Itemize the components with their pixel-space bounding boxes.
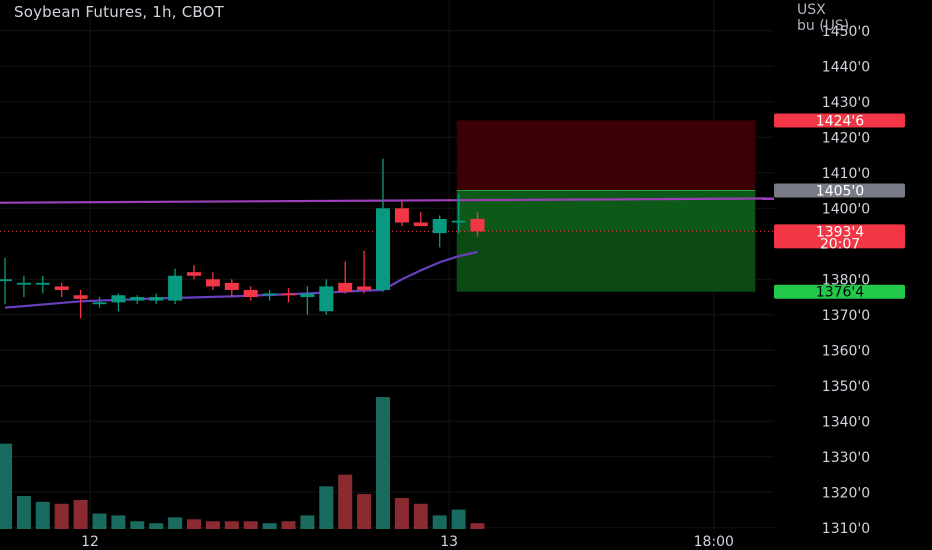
price-label-text: 1376'4 [816,285,864,301]
currency-label: USX [797,2,826,18]
volume-bar [300,515,315,529]
price-tick-label: 1320'0 [822,485,870,501]
candle-body [262,293,277,296]
price-tick-label: 1370'0 [822,308,870,324]
price-tick-label: 1350'0 [822,379,870,395]
candle-body [16,282,31,285]
volume-bar [35,501,50,529]
chart-title: Soybean Futures, 1h, CBOT [14,3,224,21]
price-tick-label: 1360'0 [822,343,870,359]
price-tick-label: 1310'0 [822,521,870,537]
countdown-label: 20:07 [820,236,860,252]
volume-bar [205,521,220,529]
time-axis-label: 18:00 [694,534,734,550]
price-tick-label: 1420'0 [822,130,870,146]
price-tick-label: 1410'0 [822,166,870,182]
candle-body [35,282,50,285]
volume-bar [451,509,466,529]
volume-bar [92,513,107,529]
price-tick-label: 1400'0 [822,201,870,217]
candle-body [205,279,220,287]
volume-bar [394,497,409,529]
candle-body [281,293,296,296]
price-label-badge [774,113,905,128]
volume-bar [54,503,69,529]
price-label-badge [774,224,905,249]
volume-bar [187,519,201,529]
candle-body [432,218,447,234]
price-label-text: 1405'0 [816,184,864,200]
candle-body [413,222,428,227]
price-tick-label: 1450'0 [822,24,870,40]
candle-body [149,297,164,301]
volume-bar [413,503,428,529]
unit-label: bu (US) [797,18,850,34]
volume-bar [338,474,353,529]
volume-bar [16,496,31,529]
candle-body [470,218,485,232]
volume-bar [149,523,164,529]
candle-body [451,220,466,223]
candle-body [243,289,258,298]
time-axis-label: 13 [440,534,458,550]
time-axis-label: 12 [81,534,99,550]
candle-body [92,302,107,305]
candle-body [300,293,315,298]
take-profit-zone[interactable] [456,231,756,292]
volume-bar [262,523,277,529]
currency-unit: USX bu (US) [797,2,849,34]
candle-body [338,282,353,292]
volume-bar [376,397,390,529]
volume-bar [168,517,183,529]
candle-body [319,286,334,312]
candle-body [168,275,183,301]
volume-bar [130,521,145,529]
candle-body [376,208,390,290]
stop-loss-zone[interactable] [456,120,756,191]
price-tick-label: 1380'0 [822,272,870,288]
candle-body [111,295,126,303]
volume-bar [357,494,372,529]
price-label-badge [774,284,905,299]
candle-body [394,208,409,223]
volume-bar [0,443,12,529]
price-label-text: 1424'6 [816,113,864,129]
candle-body [130,297,145,301]
horizontal-line-drawing[interactable] [0,197,775,204]
volume-bar [470,523,485,529]
volume-bar [432,515,447,529]
price-tick-label: 1440'0 [822,59,870,75]
price-tick-label: 1430'0 [822,95,870,111]
price-tick-label: 1340'0 [822,414,870,430]
volume-bar [281,521,296,529]
candle-body [73,295,88,299]
candle-body [187,272,201,276]
candle-body [0,279,12,282]
candle-body [54,286,69,290]
candle-body [224,282,239,290]
candle-body [357,286,372,290]
take-profit-zone-upper[interactable] [456,190,756,232]
volume-bar [319,486,334,529]
volume-bar [224,521,239,529]
price-label-text: 1393'4 [816,224,864,240]
volume-bar [243,521,258,529]
price-tick-label: 1330'0 [822,450,870,466]
volume-bar [111,515,126,529]
price-label-badge [774,183,905,198]
volume-bar [73,499,88,529]
